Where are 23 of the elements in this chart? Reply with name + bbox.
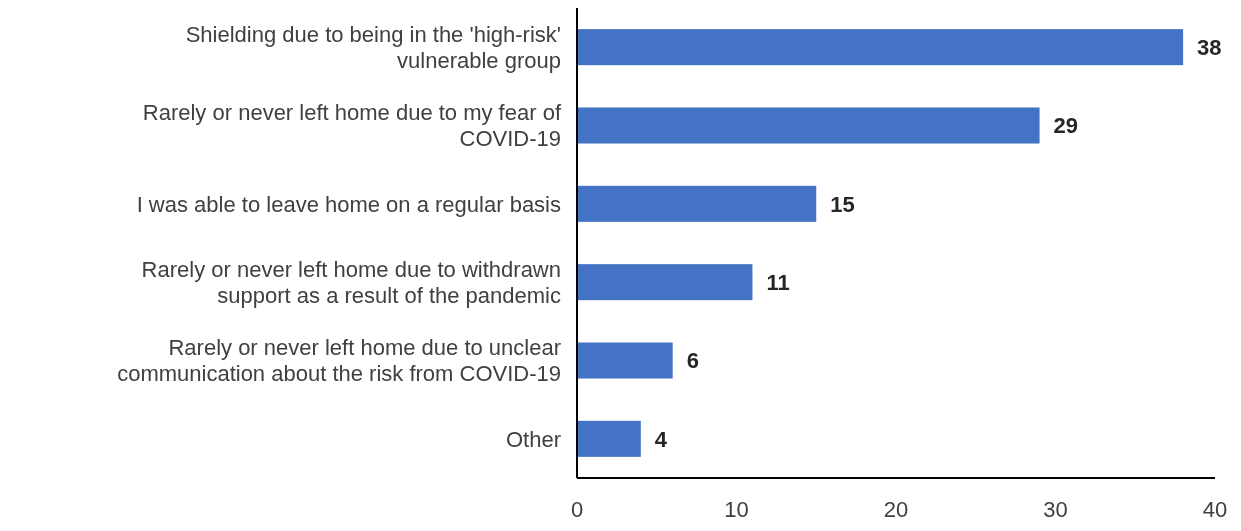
y-tick-label: Shielding due to being in the 'high-risk' vulnerable group [185,21,561,74]
data-label: 11 [766,269,790,295]
x-tick-label: 40 [1202,497,1228,522]
data-label: 38 [1197,34,1222,60]
bar [577,185,817,222]
bar [577,342,673,379]
y-tick-label: I was able to leave home on a regular basis [136,191,561,217]
y-tick-label: Rarely or never left home due to unclear communication about the risk from COVID-19 [117,335,561,387]
bar [577,420,641,457]
x-tick-label: 20 [883,497,909,522]
data-label: 15 [830,191,855,217]
data-label: 6 [686,348,699,374]
y-tick-label: Rarely or never left home due to my fear of COVID-19 [142,100,562,152]
data-label: 29 [1053,113,1079,139]
x-tick-label: 0 [570,497,584,522]
bar [577,29,1184,66]
y-tick-label: Other [505,426,561,452]
bar [577,264,753,301]
data-label: 4 [654,426,668,452]
bar [577,107,1040,144]
y-tick-label: Rarely or never left home due to withdrawn support as a result of the pandemic [141,256,561,309]
x-tick-label: 30 [1043,497,1068,522]
x-tick-label: 10 [724,497,749,522]
